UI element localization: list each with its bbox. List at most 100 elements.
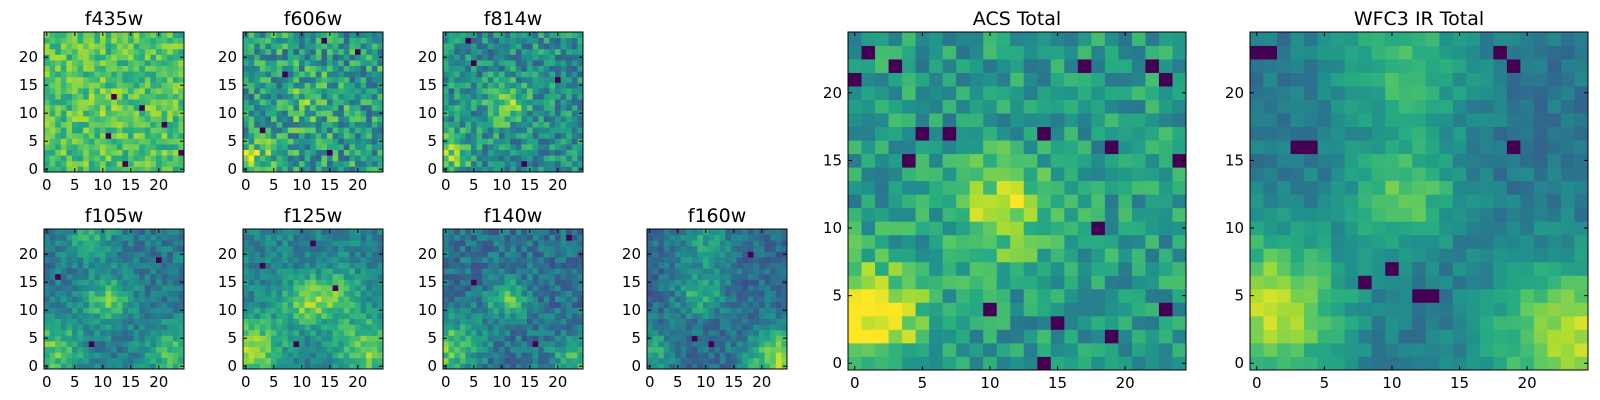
heatmap-cell	[454, 357, 461, 364]
heatmap-cell	[321, 76, 328, 83]
heatmap-cell	[371, 329, 378, 336]
heatmap-cell	[770, 279, 777, 286]
heatmap-cell	[719, 307, 726, 314]
heatmap-cell	[60, 132, 67, 139]
heatmap-cell	[150, 110, 157, 117]
heatmap-cell	[49, 273, 56, 280]
heatmap-cell	[282, 65, 289, 72]
heatmap-cell	[88, 313, 95, 319]
heatmap-cell	[448, 363, 455, 370]
heatmap-cell	[105, 352, 112, 359]
y-tick-label: 0	[427, 160, 437, 178]
heatmap-cell	[161, 352, 168, 359]
heatmap-cell	[248, 296, 255, 303]
heatmap-cell	[111, 313, 118, 319]
y-tick-label: 20	[418, 48, 437, 66]
heatmap-cell	[781, 234, 788, 241]
heatmap-cell	[100, 48, 106, 55]
heatmap-cell	[493, 363, 500, 370]
heatmap-cell	[680, 251, 687, 258]
heatmap-cell	[1037, 342, 1052, 357]
heatmap-cell	[321, 329, 328, 336]
heatmap-cell	[942, 167, 957, 182]
heatmap-cell	[133, 43, 140, 50]
heatmap-cell	[448, 60, 455, 66]
heatmap-cell	[577, 262, 584, 269]
heatmap-cell	[276, 262, 283, 269]
heatmap-cell	[156, 93, 162, 100]
heatmap-cell	[465, 76, 472, 83]
heatmap-cell	[315, 245, 322, 252]
heatmap-cell	[83, 76, 90, 83]
heatmap-cell	[332, 121, 339, 128]
heatmap-cell	[377, 155, 384, 162]
heatmap-cell	[504, 307, 511, 314]
heatmap-cell	[293, 318, 300, 325]
heatmap-cell	[360, 76, 367, 83]
heatmap-cell	[332, 99, 339, 106]
heatmap-cell	[167, 357, 174, 364]
heatmap-cell	[443, 352, 449, 359]
heatmap-cell	[691, 301, 698, 308]
heatmap-cell	[133, 329, 140, 336]
heatmap-cell	[465, 88, 472, 94]
heatmap-cell	[499, 273, 505, 280]
heatmap-cell	[371, 144, 378, 150]
heatmap-cell	[332, 160, 339, 167]
heatmap-cell	[178, 301, 185, 308]
heatmap-cell	[254, 54, 261, 61]
heatmap-cell	[577, 155, 584, 162]
heatmap-cell	[1145, 302, 1160, 317]
heatmap-cell	[299, 245, 305, 252]
heatmap-cell	[167, 76, 174, 83]
x-tick-label: 0	[42, 176, 52, 194]
heatmap-cell	[315, 313, 322, 319]
heatmap-cell	[675, 313, 681, 319]
heatmap-cell	[156, 245, 162, 252]
heatmap-cell	[471, 160, 477, 167]
heatmap-cell	[448, 290, 455, 297]
y-tick-label: 0	[427, 357, 437, 375]
heatmap-cell	[499, 341, 505, 347]
heatmap-cell	[178, 346, 185, 353]
heatmap-cell	[1023, 302, 1038, 317]
heatmap-cell	[443, 155, 449, 162]
heatmap-cell	[487, 251, 494, 258]
heatmap-cell	[100, 65, 106, 72]
heatmap-cell	[527, 93, 533, 100]
heatmap-cell	[731, 268, 737, 275]
heatmap-cell	[515, 285, 522, 291]
heatmap-cell	[178, 43, 185, 50]
heatmap-cell	[299, 268, 305, 275]
heatmap-cell	[167, 290, 174, 297]
heatmap-cell	[77, 279, 84, 286]
heatmap-cell	[310, 76, 317, 83]
heatmap-cell	[139, 290, 146, 297]
heatmap-cell	[321, 138, 328, 145]
heatmap-cell	[327, 60, 333, 66]
heatmap-cell	[83, 166, 90, 173]
heatmap-cell	[366, 37, 373, 44]
heatmap-cell	[510, 43, 517, 50]
heatmap-cell	[66, 43, 73, 50]
heatmap-cell	[448, 301, 455, 308]
heatmap-cell	[471, 104, 477, 111]
heatmap-cell	[996, 153, 1011, 168]
heatmap-cell	[178, 285, 185, 291]
heatmap-cell	[116, 296, 123, 303]
heatmap-cell	[448, 65, 455, 72]
heatmap-cell	[327, 54, 333, 61]
heatmap-cell	[271, 43, 277, 50]
heatmap-cell	[321, 48, 328, 55]
heatmap-cell	[259, 144, 266, 150]
heatmap-cell	[459, 307, 466, 314]
heatmap-cell	[321, 43, 328, 50]
heatmap-cell	[304, 363, 311, 370]
heatmap-cell	[338, 104, 345, 111]
heatmap-cell	[94, 82, 101, 89]
heatmap-cell	[44, 324, 50, 331]
heatmap-cell	[560, 324, 567, 331]
heatmap-cell	[482, 341, 489, 347]
heatmap-cell	[1172, 248, 1187, 263]
heatmap-cell	[731, 357, 737, 364]
